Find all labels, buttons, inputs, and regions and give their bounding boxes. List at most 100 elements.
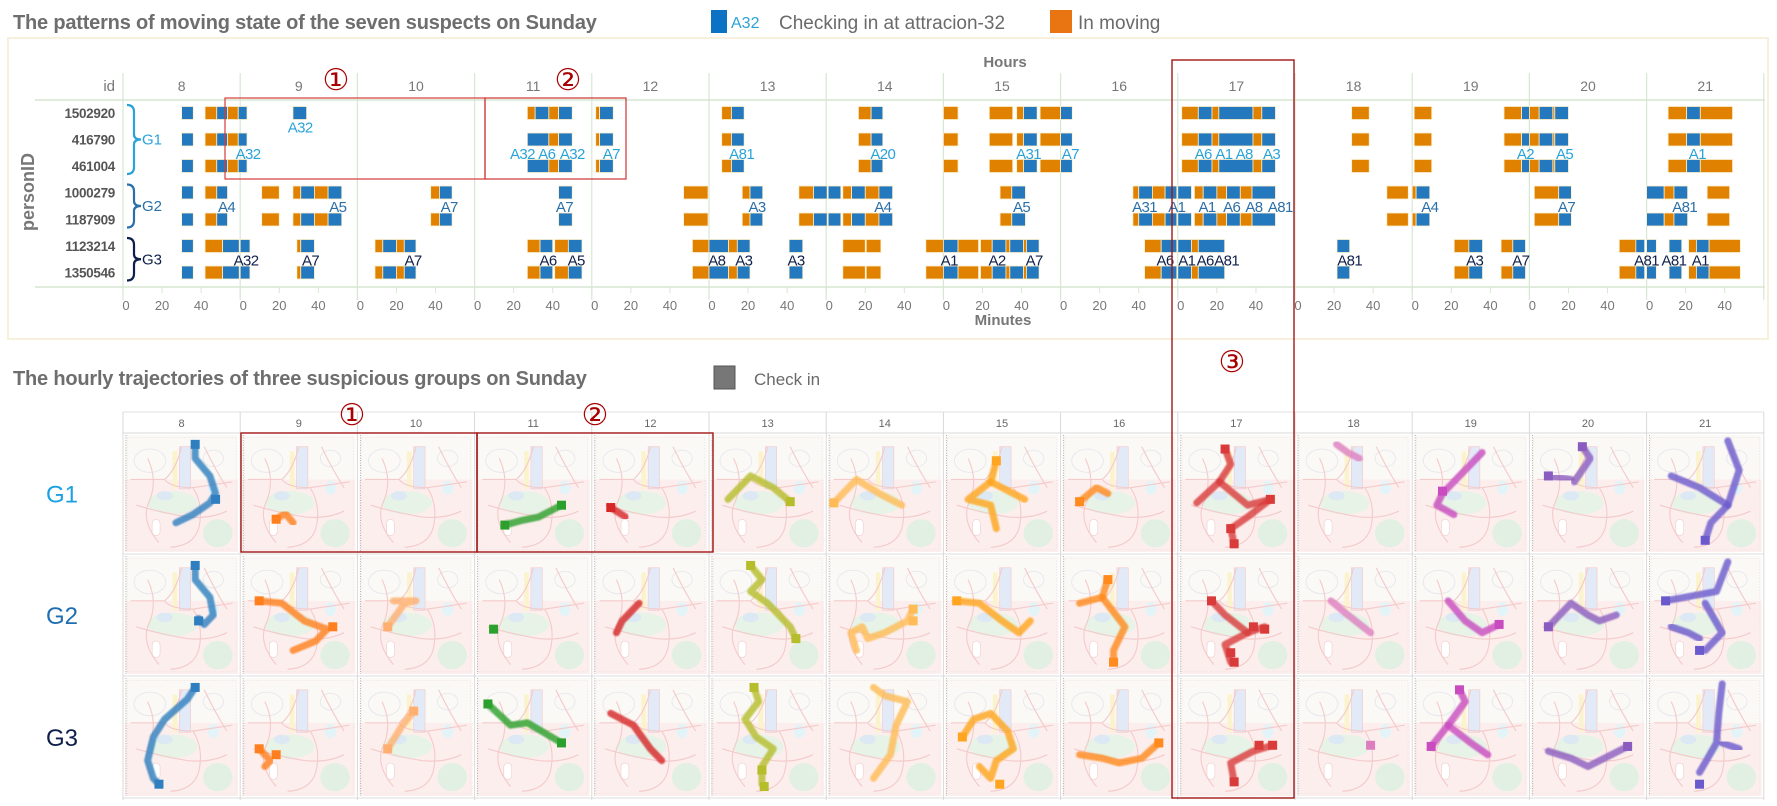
attraction-label: A7: [404, 252, 421, 269]
checkin-bar: [237, 132, 248, 147]
trajectory-path: [1227, 495, 1274, 548]
trajectory-cell: [1297, 678, 1411, 796]
checkin-bar: [534, 106, 550, 120]
checkin-bar: [1023, 132, 1038, 147]
trajectory-path: [958, 709, 1017, 782]
moving-bar: [842, 239, 866, 253]
moving-bar: [925, 239, 944, 253]
trajectory-cell: [1297, 556, 1411, 674]
checkin-marker: [1103, 575, 1113, 585]
checkin-marker: [908, 616, 918, 626]
moving-bar: [292, 185, 302, 200]
attraction-label: A6: [539, 252, 556, 269]
minute-tick-label: 20: [1210, 298, 1224, 313]
top-chart-title: The patterns of moving state of the seve…: [13, 12, 598, 34]
checkin-bar: [813, 212, 828, 227]
annotation-marker-2-top: ②: [555, 63, 582, 98]
attraction-label: A2: [1517, 146, 1534, 163]
park-map-thumbnail: [359, 556, 473, 674]
moving-bar: [430, 185, 440, 200]
minute-tick-label: 0: [1646, 298, 1653, 313]
moving-bar: [1351, 106, 1370, 120]
checkin-bar: [1558, 212, 1572, 227]
moving-bar: [526, 239, 541, 253]
checkin-bar: [558, 185, 573, 200]
checkin-bar: [736, 239, 751, 253]
moving-bar: [595, 106, 601, 120]
moving-bar: [1453, 239, 1470, 253]
minute-tick-label: 0: [122, 298, 129, 313]
group-brace: [126, 183, 142, 229]
checkin-marker: [908, 604, 918, 614]
trajectory-path: [1662, 558, 1732, 605]
checkin-marker: [1543, 622, 1553, 632]
trajectory-cell: [593, 556, 707, 674]
attraction-label: A1: [941, 252, 958, 269]
moving-bar: [1411, 185, 1417, 200]
checkin-bar: [870, 159, 884, 173]
attraction-label: A8: [708, 252, 725, 269]
checkin-bar: [181, 132, 194, 147]
trajectory-path: [1327, 597, 1375, 637]
checkin-bar: [327, 185, 343, 200]
checkin-bar: [222, 265, 240, 280]
minute-tick-label: 40: [1366, 298, 1380, 313]
trajectory-group-label-g1: G1: [46, 482, 78, 509]
checkin-bar: [181, 212, 194, 227]
checkin-bar: [558, 159, 573, 173]
moving-bar: [1191, 239, 1199, 253]
checkin-bar: [1512, 265, 1526, 280]
moving-bar: [526, 106, 536, 120]
checkin-bar: [1197, 106, 1213, 120]
checkin-marker: [1454, 685, 1464, 695]
moving-bar: [1016, 106, 1024, 120]
checkin-marker: [1206, 596, 1216, 606]
trajectory-path: [987, 478, 1029, 503]
checkin-bar: [181, 159, 194, 173]
moving-bar: [1699, 106, 1733, 120]
moving-bar: [1252, 132, 1263, 147]
moving-bar: [1529, 106, 1540, 120]
park-map-thumbnail: [476, 678, 590, 796]
moving-bar: [683, 212, 709, 227]
hour-label: 20: [1580, 78, 1596, 94]
moving-bar: [842, 265, 866, 280]
attraction-label: A8: [1236, 146, 1253, 163]
trajectory-hour-label: 20: [1582, 418, 1594, 430]
moving-bar: [1152, 185, 1166, 200]
attraction-label: A1: [1199, 199, 1216, 216]
trajectory-path: [1696, 680, 1726, 776]
checkin-bar: [1646, 185, 1665, 200]
checkin-marker: [154, 779, 164, 789]
checkin-bar: [1686, 132, 1701, 147]
attraction-label: A6: [1197, 252, 1214, 269]
trajectory-path: [172, 440, 220, 527]
checkin-bar: [788, 265, 804, 280]
checkin-marker: [1438, 486, 1447, 496]
moving-bar: [1005, 265, 1011, 280]
moving-bar: [842, 212, 852, 227]
personid-axis-title: personID: [18, 153, 38, 231]
moving-bar: [1667, 159, 1688, 173]
person-id-label: 416790: [72, 133, 115, 148]
moving-bar: [1529, 132, 1540, 147]
hour-label: 17: [1229, 78, 1245, 94]
moving-bar: [1211, 106, 1220, 120]
legend-checkin-label: Checking in at attracion-32: [779, 13, 1005, 34]
minute-tick-label: 20: [1092, 298, 1106, 313]
attraction-label: A6: [1195, 146, 1212, 163]
moving-bar: [1708, 239, 1741, 253]
checkin-bar: [1023, 106, 1038, 120]
moving-bar: [526, 265, 541, 280]
checkin-bar: [1673, 212, 1689, 227]
checkin-bar: [1197, 132, 1213, 147]
moving-bar: [865, 265, 882, 280]
minute-tick-label: 0: [1412, 298, 1419, 313]
checkin-bar: [216, 185, 228, 200]
attraction-label: A3: [748, 199, 765, 216]
trajectory-path: [607, 709, 666, 765]
attraction-label: A4: [1421, 199, 1438, 216]
attraction-label: A32: [234, 252, 259, 269]
checkin-marker: [1109, 657, 1119, 667]
person-id-label: 1000279: [65, 186, 115, 201]
